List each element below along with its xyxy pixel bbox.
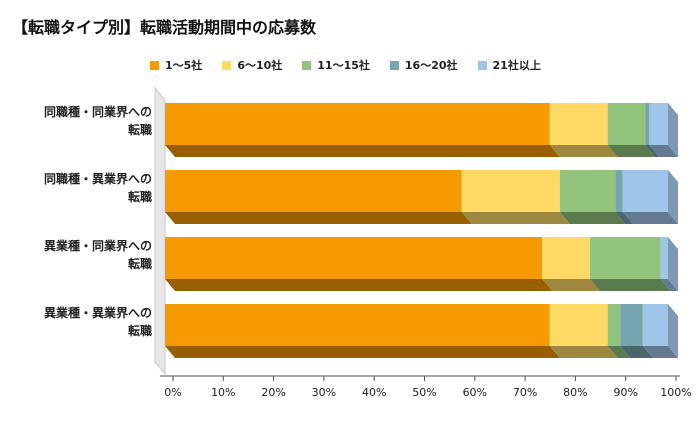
category-label: 異業種・異業界への bbox=[44, 305, 152, 320]
bar-segment-bottom bbox=[607, 145, 656, 157]
legend-item: 6～10社 bbox=[222, 57, 282, 73]
category-label: 転職 bbox=[128, 189, 152, 204]
legend-label: 6～10社 bbox=[237, 59, 283, 72]
category-label: 転職 bbox=[128, 122, 152, 137]
bar-segment bbox=[622, 170, 668, 212]
bar-segment-bottom bbox=[649, 145, 678, 157]
bar-segment-bottom bbox=[165, 346, 560, 358]
bar-segment-bottom bbox=[607, 346, 631, 358]
category-label: 転職 bbox=[128, 256, 152, 271]
legend-item: 11～15社 bbox=[302, 57, 370, 73]
x-tick-label: 20% bbox=[261, 386, 285, 399]
bar-segment bbox=[649, 103, 668, 145]
legend-swatch bbox=[302, 60, 312, 70]
legend-label: 1～5社 bbox=[165, 59, 203, 72]
legend-swatch bbox=[222, 60, 232, 70]
bar-segment bbox=[590, 237, 661, 279]
bar-segment-bottom bbox=[542, 279, 601, 291]
bar-segment bbox=[642, 304, 668, 346]
bar-segment bbox=[165, 103, 550, 145]
plot-side-wall bbox=[154, 86, 166, 376]
chart-title: 【転職タイプ別】転職活動期間中の応募数 bbox=[12, 18, 317, 37]
bar-segment-bottom bbox=[549, 346, 618, 358]
category-label: 同職種・異業界への bbox=[44, 171, 152, 186]
legend-label: 11～15社 bbox=[317, 59, 370, 72]
category-label: 異業種・同業界への bbox=[44, 238, 152, 253]
bar-segment-bottom bbox=[660, 279, 678, 291]
x-tick-label: 50% bbox=[412, 386, 436, 399]
bar-segment bbox=[660, 237, 668, 279]
bar-segment-bottom bbox=[549, 145, 618, 157]
bar-segment bbox=[607, 304, 621, 346]
x-tick-label: 80% bbox=[563, 386, 587, 399]
bar-segment bbox=[542, 237, 591, 279]
bar-segment bbox=[461, 170, 560, 212]
x-tick-label: 60% bbox=[463, 386, 487, 399]
legend-label: 21社以上 bbox=[492, 59, 541, 72]
x-tick-label: 0% bbox=[164, 386, 181, 399]
bar-segment bbox=[165, 170, 462, 212]
bar-end-face bbox=[668, 170, 678, 224]
legend-swatch bbox=[150, 60, 159, 70]
x-tick-label: 10% bbox=[211, 386, 235, 399]
bar-segment bbox=[620, 304, 643, 346]
x-tick-label: 70% bbox=[513, 386, 537, 399]
bar-segment-bottom bbox=[620, 346, 653, 358]
bar-segment bbox=[645, 103, 650, 145]
bar-end-face bbox=[668, 237, 678, 291]
bar-segment-bottom bbox=[559, 212, 626, 224]
bar-segment-bottom bbox=[165, 145, 560, 157]
category-label: 同職種・同業界への bbox=[44, 104, 152, 119]
bar-segment bbox=[549, 103, 608, 145]
bar-end-face bbox=[668, 304, 678, 358]
legend-swatch bbox=[389, 60, 399, 70]
x-tick-label: 30% bbox=[312, 386, 336, 399]
bar-segment-bottom bbox=[165, 279, 553, 291]
legend-swatch bbox=[477, 60, 487, 70]
x-tick-label: 100% bbox=[660, 386, 691, 399]
x-tick-label: 40% bbox=[362, 386, 386, 399]
bar-segment bbox=[607, 103, 646, 145]
bar-segment bbox=[615, 170, 623, 212]
legend-item: 16～20社 bbox=[389, 57, 458, 73]
bar-segment-bottom bbox=[642, 346, 678, 358]
bar-segment-bottom bbox=[590, 279, 671, 291]
bar-segment bbox=[559, 170, 616, 212]
bar-segment bbox=[165, 304, 550, 346]
chart-legend: 1～5社 6～10社 11～15社 16～20社 21社以上 bbox=[150, 56, 561, 74]
bar-segment bbox=[165, 237, 543, 279]
bar-segment-bottom bbox=[615, 212, 633, 224]
legend-item: 1～5社 bbox=[150, 57, 202, 73]
bar-segment-bottom bbox=[165, 212, 472, 224]
bar-segment-bottom bbox=[645, 145, 660, 157]
legend-label: 16～20社 bbox=[404, 59, 458, 72]
x-tick-label: 90% bbox=[613, 386, 637, 399]
legend-item: 21社以上 bbox=[477, 57, 541, 73]
bar-segment bbox=[549, 304, 608, 346]
bar-segment-bottom bbox=[622, 212, 678, 224]
bar-segment-bottom bbox=[461, 212, 570, 224]
bar-end-face bbox=[668, 103, 678, 157]
category-label: 転職 bbox=[128, 323, 152, 338]
